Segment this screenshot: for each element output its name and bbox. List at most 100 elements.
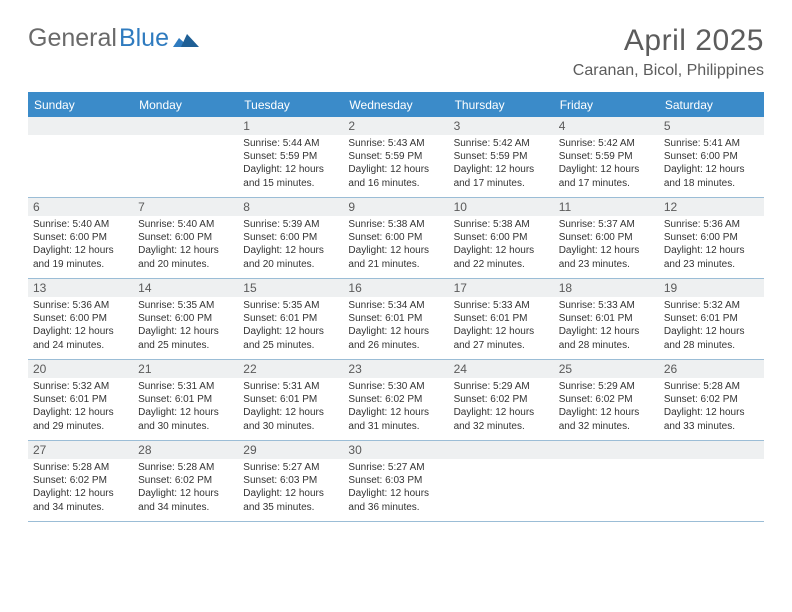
daylight-line: Daylight: 12 hours and 25 minutes.	[243, 325, 338, 351]
daylight-line: Daylight: 12 hours and 16 minutes.	[348, 163, 443, 189]
weekday-header: Sunday	[28, 93, 133, 117]
sunrise-line: Sunrise: 5:42 AM	[454, 137, 549, 150]
day-details: Sunrise: 5:37 AMSunset: 6:00 PMDaylight:…	[559, 218, 654, 271]
week-row: 27Sunrise: 5:28 AMSunset: 6:02 PMDayligh…	[28, 441, 764, 522]
sunset-line: Sunset: 6:01 PM	[243, 393, 338, 406]
sunset-line: Sunset: 5:59 PM	[454, 150, 549, 163]
day-cell: 29 Sunrise: 5:27 AMSunset: 6:03 PMDayligh…	[238, 441, 343, 521]
day-details: Sunrise: 5:28 AMSunset: 6:02 PMDaylight:…	[138, 461, 233, 514]
day-number: 18	[559, 281, 572, 295]
sunset-line: Sunset: 6:02 PM	[559, 393, 654, 406]
day-cell: 4 Sunrise: 5:42 AMSunset: 5:59 PMDaylight…	[554, 117, 659, 197]
day-number-bar	[28, 117, 133, 135]
day-number-bar: 28	[133, 441, 238, 459]
day-number-bar: 16	[343, 279, 448, 297]
day-number-bar: 19	[659, 279, 764, 297]
day-number: 27	[33, 443, 46, 457]
weekday-header: Wednesday	[343, 93, 448, 117]
daylight-line: Daylight: 12 hours and 35 minutes.	[243, 487, 338, 513]
sunrise-line: Sunrise: 5:31 AM	[138, 380, 233, 393]
week-row: 13 Sunrise: 5:36 AMSunset: 6:00 PMDayligh…	[28, 279, 764, 360]
day-number-bar: 11	[554, 198, 659, 216]
calendar-page: GeneralBlue April 2025 Caranan, Bicol, P…	[0, 0, 792, 542]
day-number-bar	[659, 441, 764, 459]
day-number-bar: 4	[554, 117, 659, 135]
day-details: Sunrise: 5:38 AMSunset: 6:00 PMDaylight:…	[348, 218, 443, 271]
sunrise-line: Sunrise: 5:33 AM	[454, 299, 549, 312]
day-cell: 17Sunrise: 5:33 AMSunset: 6:01 PMDayligh…	[449, 279, 554, 359]
day-cell: 26Sunrise: 5:28 AMSunset: 6:02 PMDayligh…	[659, 360, 764, 440]
day-cell: 13 Sunrise: 5:36 AMSunset: 6:00 PMDayligh…	[28, 279, 133, 359]
day-cell: 22Sunrise: 5:31 AMSunset: 6:01 PMDayligh…	[238, 360, 343, 440]
sunset-line: Sunset: 6:01 PM	[243, 312, 338, 325]
day-details: Sunrise: 5:33 AMSunset: 6:01 PMDaylight:…	[559, 299, 654, 352]
daylight-line: Daylight: 12 hours and 27 minutes.	[454, 325, 549, 351]
day-cell: 24Sunrise: 5:29 AMSunset: 6:02 PMDayligh…	[449, 360, 554, 440]
brand-part1: General	[28, 24, 117, 53]
day-details: Sunrise: 5:36 AMSunset: 6:00 PMDaylight:…	[33, 299, 128, 352]
day-details: Sunrise: 5:36 AMSunset: 6:00 PMDaylight:…	[664, 218, 759, 271]
daylight-line: Daylight: 12 hours and 32 minutes.	[454, 406, 549, 432]
day-cell: 15Sunrise: 5:35 AMSunset: 6:01 PMDayligh…	[238, 279, 343, 359]
day-cell: 28 Sunrise: 5:28 AMSunset: 6:02 PMDayligh…	[133, 441, 238, 521]
day-number: 13	[33, 281, 46, 295]
day-cell	[659, 441, 764, 521]
sunrise-line: Sunrise: 5:28 AM	[138, 461, 233, 474]
calendar-grid: SundayMondayTuesdayWednesdayThursdayFrid…	[28, 92, 764, 522]
weekday-header: Friday	[554, 93, 659, 117]
day-number-bar: 20	[28, 360, 133, 378]
week-row: 20Sunrise: 5:32 AMSunset: 6:01 PMDayligh…	[28, 360, 764, 441]
week-row: 6Sunrise: 5:40 AMSunset: 6:00 PMDaylight…	[28, 198, 764, 279]
daylight-line: Daylight: 12 hours and 22 minutes.	[454, 244, 549, 270]
sunset-line: Sunset: 6:00 PM	[664, 231, 759, 244]
day-details: Sunrise: 5:31 AMSunset: 6:01 PMDaylight:…	[138, 380, 233, 433]
sunset-line: Sunset: 6:03 PM	[243, 474, 338, 487]
sunset-line: Sunset: 6:00 PM	[138, 231, 233, 244]
daylight-line: Daylight: 12 hours and 20 minutes.	[243, 244, 338, 270]
day-number: 11	[559, 200, 571, 214]
day-number-bar: 3	[449, 117, 554, 135]
day-details: Sunrise: 5:35 AMSunset: 6:01 PMDaylight:…	[243, 299, 338, 352]
title-block: April 2025 Caranan, Bicol, Philippines	[573, 24, 764, 80]
day-details: Sunrise: 5:44 AMSunset: 5:59 PMDaylight:…	[243, 137, 338, 190]
sunrise-line: Sunrise: 5:29 AM	[454, 380, 549, 393]
daylight-line: Daylight: 12 hours and 20 minutes.	[138, 244, 233, 270]
day-cell	[554, 441, 659, 521]
day-details: Sunrise: 5:27 AMSunset: 6:03 PMDaylight:…	[243, 461, 338, 514]
day-cell	[28, 117, 133, 197]
day-number: 7	[138, 200, 145, 214]
daylight-line: Daylight: 12 hours and 36 minutes.	[348, 487, 443, 513]
weekday-header: Thursday	[449, 93, 554, 117]
weekday-header: Saturday	[659, 93, 764, 117]
day-number: 25	[559, 362, 572, 376]
sunrise-line: Sunrise: 5:43 AM	[348, 137, 443, 150]
sunrise-line: Sunrise: 5:35 AM	[243, 299, 338, 312]
day-cell: 20 Sunrise: 5:32 AMSunset: 6:01 PMDayligh…	[28, 360, 133, 440]
day-cell: 2Sunrise: 5:43 AMSunset: 5:59 PMDaylight…	[343, 117, 448, 197]
daylight-line: Daylight: 12 hours and 25 minutes.	[138, 325, 233, 351]
sunrise-line: Sunrise: 5:36 AM	[33, 299, 128, 312]
sunrise-line: Sunrise: 5:32 AM	[33, 380, 128, 393]
daylight-line: Daylight: 12 hours and 18 minutes.	[664, 163, 759, 189]
day-details: Sunrise: 5:34 AMSunset: 6:01 PMDaylight:…	[348, 299, 443, 352]
daylight-line: Daylight: 12 hours and 17 minutes.	[559, 163, 654, 189]
day-details: Sunrise: 5:32 AMSunset: 6:01 PMDaylight:…	[33, 380, 128, 433]
day-number-bar: 29	[238, 441, 343, 459]
sunrise-line: Sunrise: 5:39 AM	[243, 218, 338, 231]
day-details: Sunrise: 5:42 AMSunset: 5:59 PMDaylight:…	[559, 137, 654, 190]
day-cell: 16 Sunrise: 5:34 AMSunset: 6:01 PMDayligh…	[343, 279, 448, 359]
day-cell: 7Sunrise: 5:40 AMSunset: 6:00 PMDaylight…	[133, 198, 238, 278]
day-cell: 8Sunrise: 5:39 AMSunset: 6:00 PMDaylight…	[238, 198, 343, 278]
day-number-bar: 6	[28, 198, 133, 216]
day-number: 26	[664, 362, 677, 376]
day-number-bar	[554, 441, 659, 459]
sunrise-line: Sunrise: 5:38 AM	[454, 218, 549, 231]
day-cell: 21Sunrise: 5:31 AMSunset: 6:01 PMDayligh…	[133, 360, 238, 440]
sunset-line: Sunset: 6:00 PM	[33, 231, 128, 244]
sunrise-line: Sunrise: 5:33 AM	[559, 299, 654, 312]
day-number-bar: 9	[343, 198, 448, 216]
day-number-bar: 5	[659, 117, 764, 135]
sunset-line: Sunset: 6:02 PM	[33, 474, 128, 487]
brand-part2: Blue	[119, 24, 169, 53]
sunrise-line: Sunrise: 5:36 AM	[664, 218, 759, 231]
